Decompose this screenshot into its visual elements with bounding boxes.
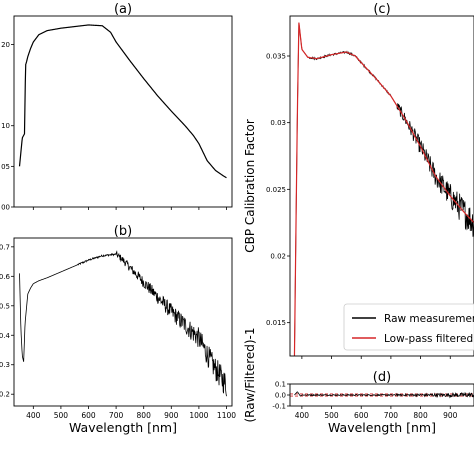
y-tick-label: 0.7 [0, 243, 10, 251]
x-tick-label: 800 [137, 411, 152, 420]
x-axis-label: Wavelength [nm] [328, 420, 436, 435]
y-tick-label: 0.035 [266, 53, 286, 61]
x-tick-label: 400 [26, 411, 41, 420]
y-tick-label: 0.025 [266, 186, 286, 194]
y-tick-label: 00 [1, 204, 10, 212]
panel-b: (b) 400 500 600 700 800 900 1000 1100 0.7 0.6 0.5 0.… [0, 224, 236, 435]
x-tick-label: 900 [443, 411, 458, 420]
x-tick-label: 400 [295, 411, 310, 420]
x-tick-label: 500 [54, 411, 69, 420]
y-tick-label: 0.0 [275, 392, 286, 400]
y-tick-label: 05 [1, 163, 10, 171]
y-tick-label: 0.2 [0, 391, 10, 399]
x-tick-label: 1000 [189, 411, 208, 420]
series-line-a-0 [18, 24, 227, 179]
legend: Raw measurement Low-pass filtered [343, 303, 474, 351]
axes-frame [13, 237, 233, 407]
panel-title: (a) [114, 2, 132, 17]
y-axis-label: CBP Calibration Factor [243, 119, 257, 253]
y-tick-label: 10 [1, 122, 10, 130]
y-tick-label: 0.5 [0, 302, 10, 310]
panel-c: (c) 0.035 0.03 0.025 0.02 0.015 CBP Calibratio… [243, 2, 474, 359]
x-tick-label: 700 [384, 411, 399, 420]
legend-label: Low-pass filtered [384, 333, 473, 345]
series-line-b-0 [19, 250, 227, 397]
y-tick-label: 0.3 [0, 361, 10, 369]
y-tick-label: -0.1 [272, 403, 286, 411]
y-tick-label: 0.6 [0, 273, 11, 281]
panel-title: (d) [373, 370, 391, 385]
x-tick-label: 600 [354, 411, 369, 420]
panel-d: (d) 400 500 600 700 800 900 0.1 0.0 -0.1 Wavelengt… [243, 327, 474, 435]
x-tick-label: 1100 [217, 411, 236, 420]
x-tick-label: 800 [413, 411, 428, 420]
x-tick-label: 900 [164, 411, 179, 420]
y-tick-label: 0.1 [275, 381, 286, 389]
y-tick-label: 0.015 [266, 319, 286, 327]
y-axis-label: (Raw/Filtered)-1 [243, 327, 257, 422]
x-axis-label: Wavelength [nm] [69, 420, 177, 435]
series-line-c-1 [293, 22, 474, 356]
panel-title: (c) [373, 2, 390, 17]
panel-title: (b) [114, 224, 132, 239]
y-tick-label: 0.02 [270, 253, 286, 261]
x-tick-label: 500 [324, 411, 339, 420]
x-tick-label: 700 [109, 411, 124, 420]
y-tick-label: 0.03 [270, 119, 286, 127]
panel-a: (a) 20 10 05 00 [1, 2, 233, 212]
x-tick-label: 600 [81, 411, 96, 420]
legend-box [343, 303, 474, 351]
y-tick-label: 20 [1, 41, 10, 49]
axes-frame [13, 15, 233, 208]
axes-frame [289, 15, 474, 357]
legend-label: Raw measurement [384, 313, 474, 325]
y-tick-label: 0.4 [0, 332, 11, 340]
series-line-d-0 [294, 391, 474, 399]
